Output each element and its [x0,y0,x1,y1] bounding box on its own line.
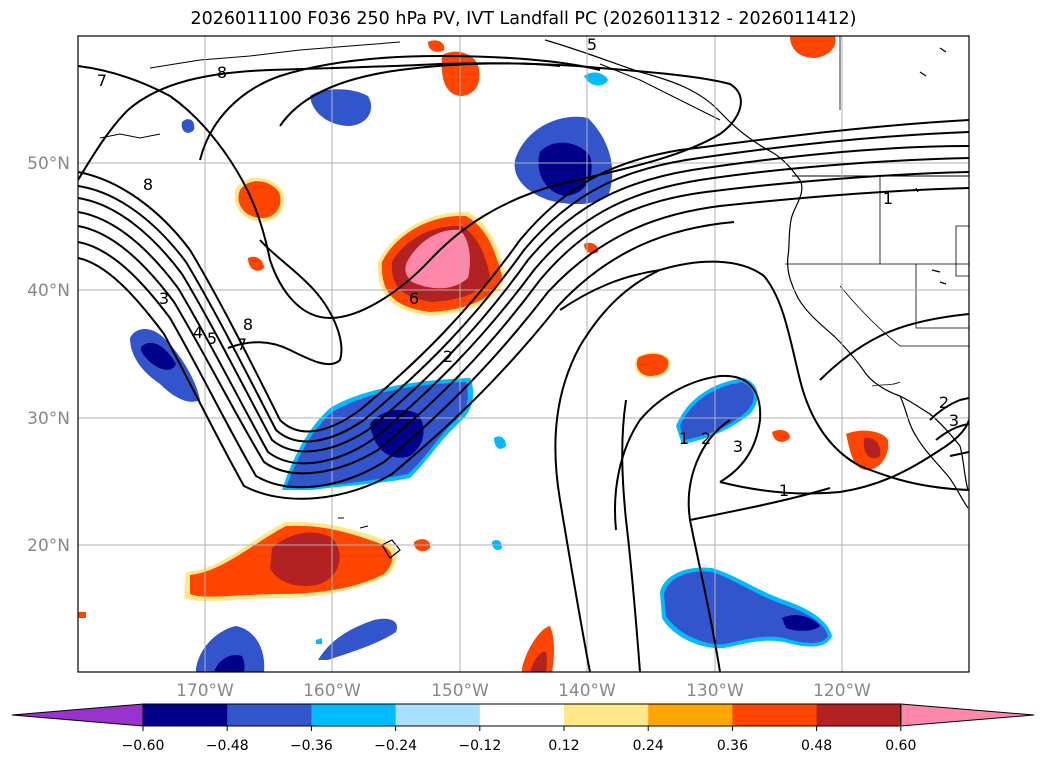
map-frame [77,35,970,673]
contour-label: 8 [243,315,253,334]
lat-label-40n: 40°N [27,281,70,301]
contour-label: 7 [97,71,107,90]
lon-label-160w: 160°W [303,681,361,701]
colorbar-tick-label: 0.12 [548,738,579,754]
colorbar-segments [11,703,1035,727]
colorbar-segment [227,704,312,726]
negative-anomaly-shading [130,72,832,672]
contour-label: 2 [443,347,453,366]
colorbar-tick-label: 0.60 [885,738,916,754]
colorbar-tick-label: 0.36 [717,738,748,754]
lon-label-170w: 170°W [176,681,234,701]
colorbar-frame [142,703,902,727]
longitude-labels: 170°W 160°W 150°W 140°W 130°W 120°W [176,681,871,701]
contour-label: 8 [143,175,153,194]
gridlines [78,36,969,672]
colorbar-extend-low [11,703,144,727]
colorbar-segment [143,704,228,726]
contour-label: 2 [701,429,711,448]
contour-label: 3 [949,411,959,430]
contour-label: 3 [159,289,169,308]
lat-label-50n: 50°N [27,154,70,174]
colorbar-extend-high [900,703,1035,727]
contour-label: 4 [193,323,203,342]
contour-label: 6 [409,289,419,308]
colorbar-tick-label: −0.36 [290,738,333,754]
lon-label-130w: 130°W [686,681,744,701]
contour-label: 2 [939,393,949,412]
colorbar-segment [479,704,565,726]
colorbar-tick-label: −0.24 [374,738,417,754]
colorbar-tick-label: 0.48 [801,738,832,754]
lon-label-120w: 120°W [813,681,871,701]
lat-label-30n: 30°N [27,409,70,429]
lat-label-20n: 20°N [27,536,70,556]
lon-label-150w: 150°W [431,681,489,701]
contour-label: 8 [217,63,227,82]
colorbar: −0.60 −0.48 −0.36 −0.24 −0.12 0.12 0.24 0.36 0.4… [11,703,1035,754]
lon-label-140w: 140°W [558,681,616,701]
contour-label: 5 [207,329,217,348]
colorbar-segment [564,704,649,726]
contour-label: 1 [883,189,893,208]
colorbar-tick-label: −0.48 [206,738,249,754]
ivt-contours [78,54,969,672]
contour-label: 1 [679,429,689,448]
positive-anomaly-shading [78,36,889,672]
contour-label: 3 [733,437,743,456]
colorbar-segment [732,704,818,726]
map-title: 2026011100 F036 250 hPa PV, IVT Landfall… [190,9,857,29]
contour-label: 1 [779,481,789,500]
contour-label: 7 [237,335,247,354]
colorbar-tick-label: −0.60 [122,738,165,754]
colorbar-segment [648,704,733,726]
colorbar-tick-label: −0.12 [458,738,501,754]
colorbar-segment [816,704,902,726]
colorbar-segment [395,704,481,726]
colorbar-segment [311,704,397,726]
contour-label: 5 [587,35,597,54]
latitude-labels: 50°N 40°N 30°N 20°N [27,154,70,556]
colorbar-tick-labels: −0.60 −0.48 −0.36 −0.24 −0.12 0.12 0.24 0.36 0.4… [122,726,916,754]
colorbar-tick-label: 0.24 [633,738,664,754]
